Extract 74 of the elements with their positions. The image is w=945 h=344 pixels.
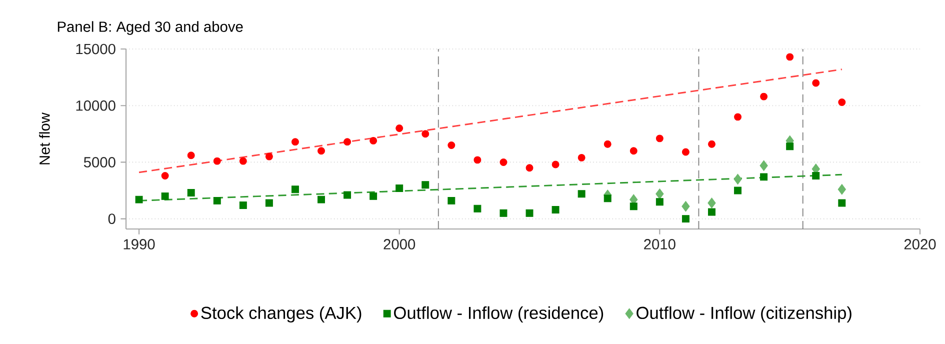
y-tick-label: 0 — [108, 214, 116, 224]
point — [734, 113, 742, 121]
point — [552, 160, 560, 168]
point — [213, 157, 221, 165]
point — [604, 140, 612, 148]
point — [396, 184, 404, 192]
point — [656, 188, 664, 200]
point — [760, 92, 768, 100]
point — [474, 204, 482, 212]
point — [500, 158, 508, 166]
point — [396, 124, 404, 132]
point — [838, 184, 846, 195]
y-tick-label: 10000 — [76, 100, 116, 111]
point — [344, 138, 352, 146]
x-tick-label: 2020 — [904, 239, 936, 250]
legend-label: Stock changes (AJK) — [201, 306, 362, 322]
y-tick-label: 15000 — [76, 44, 116, 54]
point — [526, 209, 534, 217]
point — [370, 136, 378, 144]
y-tick-label: 5000 — [84, 157, 116, 168]
point — [604, 194, 612, 202]
y-axis-title: Net flow — [39, 112, 50, 164]
point — [682, 148, 690, 156]
point — [656, 134, 664, 142]
point — [187, 152, 195, 160]
point — [578, 154, 586, 162]
point — [370, 192, 378, 200]
point — [344, 191, 352, 199]
point — [630, 202, 638, 210]
x-tick-label: 2010 — [644, 239, 676, 250]
x-tick-label: 1990 — [124, 239, 155, 250]
point — [291, 138, 299, 146]
point — [422, 181, 430, 189]
point — [812, 79, 820, 87]
point — [526, 164, 534, 172]
point — [786, 53, 794, 61]
legend-label: Outflow - Inflow (citizenship) — [636, 306, 852, 322]
point — [318, 196, 325, 204]
point — [760, 160, 768, 171]
point — [682, 201, 690, 212]
point — [708, 208, 716, 216]
point — [422, 130, 430, 138]
legend-label: Outflow - Inflow (residence) — [394, 306, 604, 322]
point — [318, 147, 325, 155]
point — [239, 201, 247, 209]
point — [760, 173, 768, 181]
point — [291, 186, 299, 194]
point — [552, 206, 560, 214]
point — [213, 196, 221, 204]
point — [135, 196, 143, 204]
point — [708, 140, 716, 148]
x-tick-label: 2000 — [384, 239, 416, 250]
point — [682, 215, 690, 223]
point — [161, 192, 169, 200]
chart-title: Panel B: Aged 30 and above — [58, 21, 243, 35]
point — [161, 172, 169, 180]
point — [786, 142, 794, 150]
point — [448, 196, 456, 204]
point — [734, 174, 742, 185]
point — [265, 199, 273, 207]
point — [474, 156, 482, 164]
point — [187, 189, 195, 197]
point — [838, 98, 846, 106]
point — [812, 172, 820, 180]
point — [448, 141, 456, 149]
point — [708, 198, 716, 208]
point — [578, 190, 586, 198]
point — [838, 199, 846, 207]
point — [265, 152, 273, 160]
point — [734, 186, 742, 194]
point — [656, 198, 664, 206]
point — [630, 147, 638, 155]
point — [500, 209, 508, 217]
point — [239, 157, 247, 165]
